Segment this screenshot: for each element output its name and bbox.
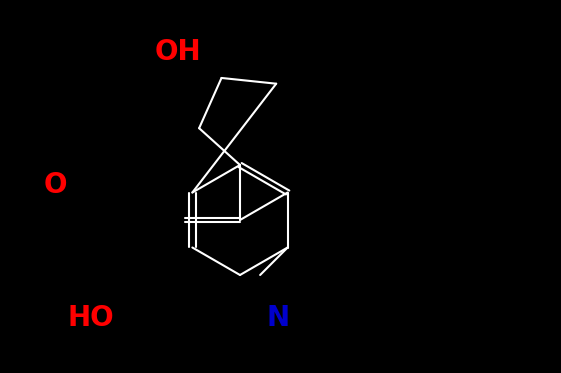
Text: HO: HO (68, 304, 114, 332)
Text: N: N (266, 304, 289, 332)
Text: O: O (43, 171, 67, 199)
Text: OH: OH (155, 38, 201, 66)
